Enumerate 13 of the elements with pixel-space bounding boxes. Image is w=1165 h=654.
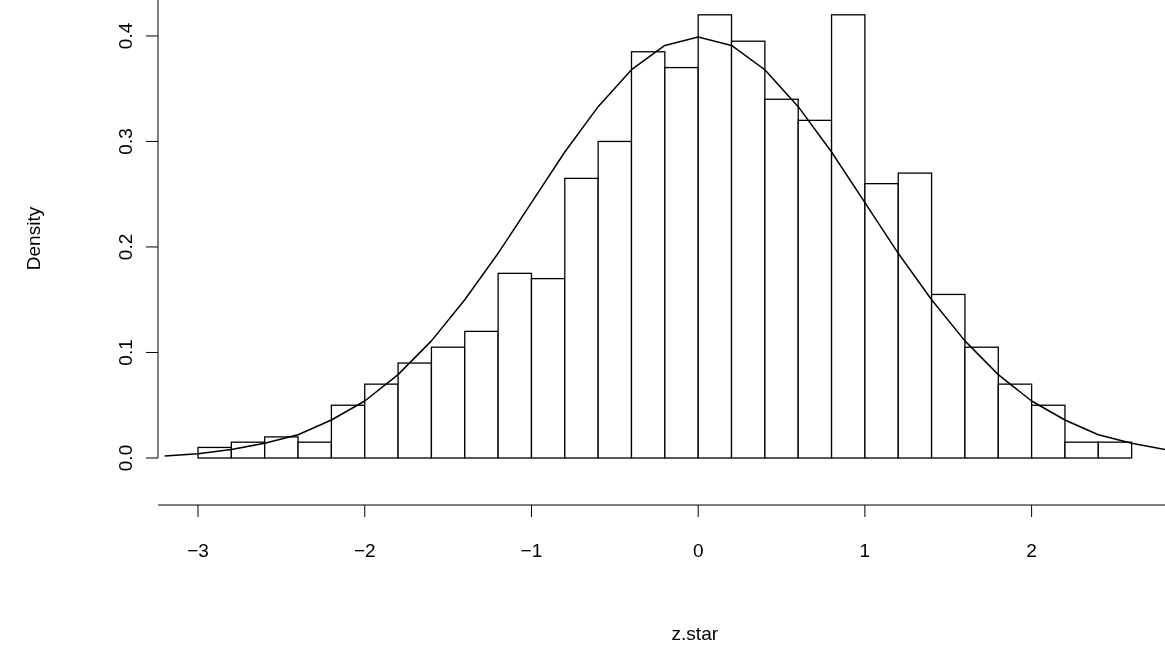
y-tick-label: 0.3 <box>115 128 136 155</box>
y-tick-label: 0.2 <box>115 233 136 261</box>
x-axis-title: z.star <box>671 623 719 644</box>
y-tick-label: 0.4 <box>115 22 136 50</box>
y-tick-label: 0.1 <box>115 339 136 366</box>
x-tick-label: 2 <box>1026 540 1037 561</box>
x-tick-label: −1 <box>520 540 543 561</box>
y-tick-label: 0.0 <box>115 444 136 472</box>
x-tick-label: 1 <box>859 540 871 561</box>
x-tick-label: −3 <box>187 540 209 561</box>
y-axis-title: Density <box>23 206 44 271</box>
x-tick-label: −2 <box>353 540 376 561</box>
x-tick-label: 0 <box>692 540 704 561</box>
